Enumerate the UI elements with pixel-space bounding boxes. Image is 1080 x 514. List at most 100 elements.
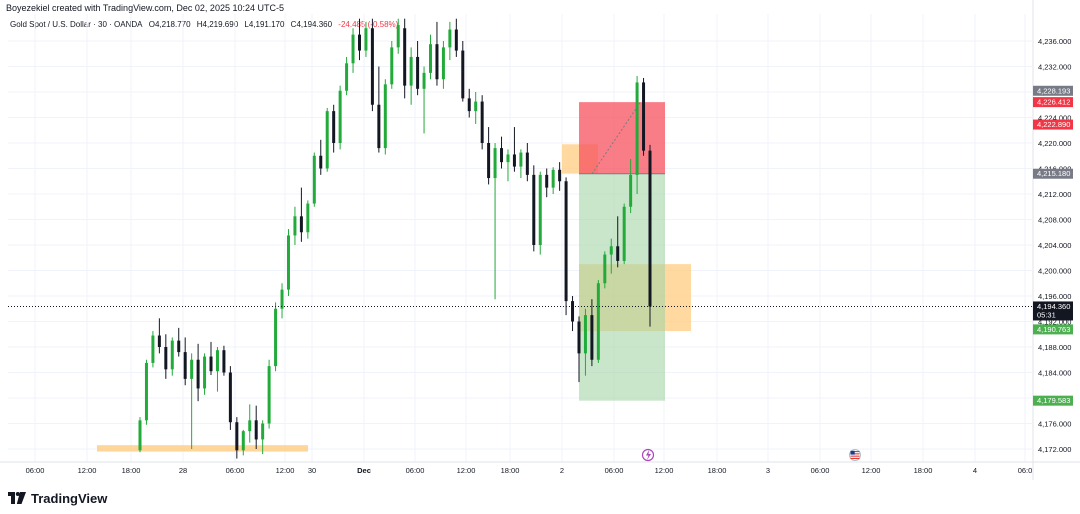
candlestick-series <box>138 18 652 459</box>
symbol-legend: Gold Spot / U.S. Dollar · 30 · OANDA O4,… <box>10 20 402 29</box>
time-tick-label: 06:00 <box>26 466 45 475</box>
chart-overlays <box>8 305 1033 462</box>
time-tick-label: 12:00 <box>862 466 881 475</box>
candle-body <box>332 111 336 143</box>
time-tick-label: 18:00 <box>122 466 141 475</box>
candle-body <box>422 72 426 89</box>
price-badge-label: 4,179.583 <box>1037 396 1070 405</box>
candle-body <box>441 47 445 80</box>
chart-zones <box>97 102 691 452</box>
price-tick-label: 4,236.000 <box>1038 37 1071 46</box>
candle-body <box>170 340 174 370</box>
candle-body <box>480 101 484 143</box>
price-badge-last <box>1033 301 1073 321</box>
legend-change: -24.485 (-0.58%) <box>338 20 399 29</box>
candle-body <box>177 340 181 353</box>
candle-body <box>558 169 562 182</box>
candle-body <box>590 315 594 360</box>
price-tick-label: 4,176.000 <box>1038 420 1071 429</box>
time-tick-label: 06:00 <box>811 466 830 475</box>
legend-open: O4,218.770 <box>148 20 191 29</box>
price-badge-label: 4,190.763 <box>1037 325 1070 334</box>
candle-body <box>616 246 620 261</box>
candle-body <box>525 152 529 175</box>
position-reward-zone <box>579 173 665 401</box>
time-tick-label: 28 <box>179 466 187 475</box>
candle-body <box>416 56 420 89</box>
candle-body <box>596 283 600 360</box>
candle-body <box>461 50 465 99</box>
candle-body <box>203 356 207 389</box>
brand-name: TradingView <box>31 490 108 506</box>
price-badge-label: 4,215.180 <box>1037 169 1070 178</box>
price-badge-entry <box>1033 168 1073 179</box>
price-tick-label: 4,192.000 <box>1038 318 1071 327</box>
candle-body <box>603 254 607 284</box>
us-flag-event-icon <box>850 451 860 453</box>
time-tick-label: 12:00 <box>276 466 295 475</box>
legend-high: H4,219.690 <box>196 20 239 29</box>
candle-body <box>151 335 155 363</box>
candle-body <box>138 420 142 451</box>
time-tick-label: 12:00 <box>655 466 674 475</box>
candle-body <box>274 308 278 367</box>
candle-body <box>235 422 239 451</box>
price-tick-label: 4,196.000 <box>1038 292 1071 301</box>
lightning-event-icon <box>646 450 651 460</box>
position-risk-zone <box>579 102 665 174</box>
price-tick-label: 4,172.000 <box>1038 445 1071 454</box>
candle-body <box>222 350 226 373</box>
price-axis[interactable]: 4,172.0004,176.0004,180.0004,184.0004,18… <box>1032 0 1073 480</box>
candle-body <box>519 152 523 167</box>
price-badge-stop-red <box>1033 119 1073 130</box>
candle-body <box>648 150 652 307</box>
time-axis[interactable]: 06:00 12:00 18:00 28 06:00 12:00 30 Dec 06:00 12:… <box>0 461 1080 475</box>
candle-body <box>571 301 575 322</box>
time-tick-label: 18:00 <box>708 466 727 475</box>
candle-body <box>583 315 587 354</box>
candle-body <box>435 44 439 80</box>
candle-body <box>390 47 394 85</box>
price-badge-stop <box>1033 97 1073 108</box>
legend-close: C4,194.360 <box>290 20 333 29</box>
time-tick-label: 12:00 <box>78 466 97 475</box>
us-flag-event-icon <box>850 455 860 457</box>
candle-body <box>299 216 303 233</box>
candle-body <box>364 28 368 51</box>
price-countdown-label: 05:31 <box>1037 310 1056 319</box>
price-badge-target-gray <box>1033 85 1073 96</box>
time-tick-label: 2 <box>560 466 564 475</box>
price-tick-label: 4,204.000 <box>1038 241 1071 250</box>
candle-body <box>209 356 213 372</box>
candle-body <box>215 350 219 372</box>
candle-body <box>338 90 342 143</box>
candle-body <box>512 154 516 167</box>
candle-body <box>551 169 555 188</box>
candle-body <box>642 82 646 151</box>
candle-body <box>183 352 187 379</box>
time-tick-label: Dec <box>357 466 371 475</box>
price-badge-target <box>1033 324 1073 335</box>
time-tick-label: 30 <box>308 466 316 475</box>
candle-body <box>396 25 400 48</box>
candle-body <box>538 174 542 245</box>
candle-body <box>564 181 568 302</box>
us-flag-event-icon <box>850 457 860 459</box>
time-tick-label: 06:00 <box>226 466 245 475</box>
candle-body <box>306 203 310 233</box>
price-tick-label: 4,188.000 <box>1038 343 1071 352</box>
candle-body <box>345 63 349 91</box>
time-tick-label: 18:00 <box>914 466 933 475</box>
demand-zone-low <box>97 445 308 452</box>
candle-body <box>319 155 323 169</box>
candle-body <box>448 29 452 48</box>
candle-body <box>248 420 252 432</box>
chart-gridlines <box>8 14 1032 462</box>
candle-body <box>164 347 168 370</box>
price-tick-label: 4,212.000 <box>1038 190 1071 199</box>
candle-body <box>474 101 478 112</box>
price-badge-label: 4,228.193 <box>1037 86 1070 95</box>
candle-body <box>254 420 258 440</box>
candle-body <box>325 111 329 169</box>
